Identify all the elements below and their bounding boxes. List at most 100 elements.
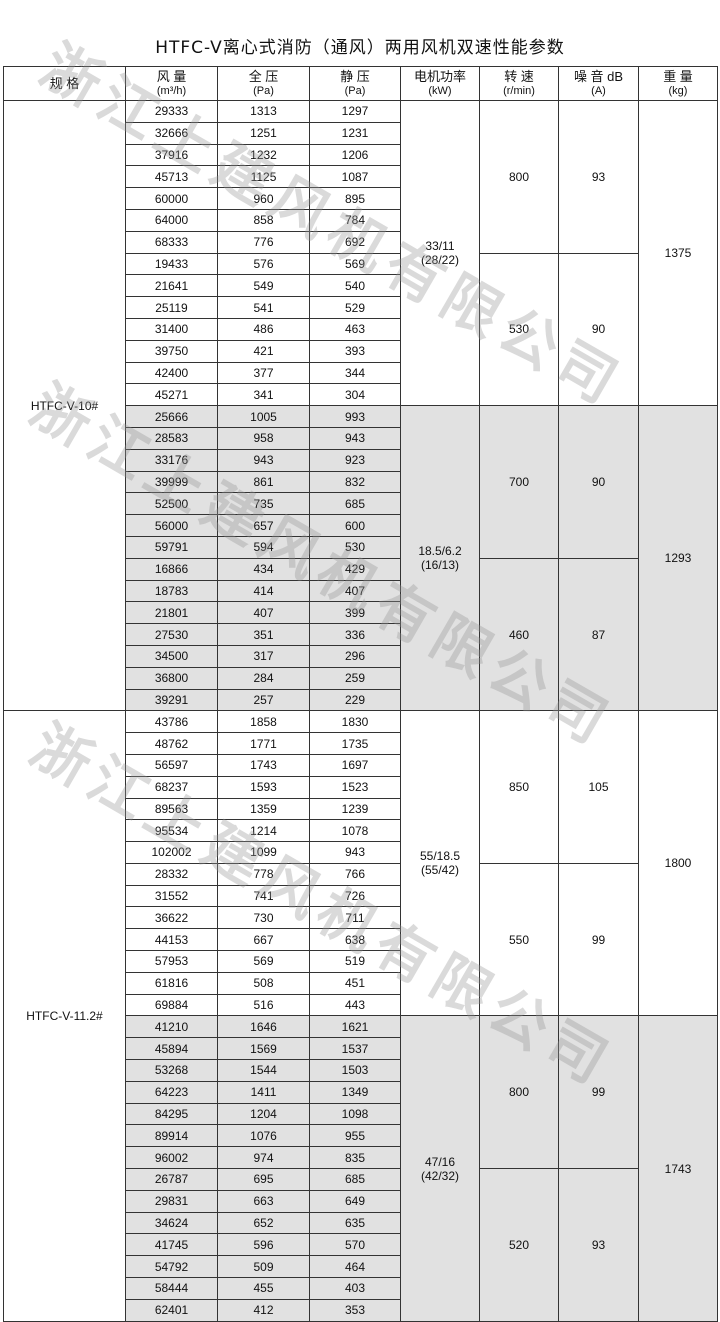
static-pressure-cell: 229 (309, 688, 401, 712)
total-pressure-cell: 1005 (217, 405, 310, 428)
static-pressure-cell: 529 (309, 296, 401, 319)
airflow-cell: 31400 (125, 317, 218, 341)
total-pressure-cell: 1593 (217, 775, 310, 799)
total-pressure-cell: 596 (217, 1233, 310, 1257)
model-name: HTFC-V-10# (3, 99, 126, 712)
static-pressure-cell: 570 (309, 1233, 401, 1257)
table-row: 39291 257 229 (4, 688, 718, 712)
airflow-cell: 25119 (125, 296, 218, 319)
static-pressure-cell: 259 (309, 666, 401, 690)
static-pressure-cell: 336 (309, 623, 401, 646)
static-pressure-cell: 943 (309, 426, 401, 450)
total-pressure-cell: 1858 (217, 710, 310, 734)
noise-cell: 105 (558, 710, 639, 864)
table-row: 21801 407 399 (4, 601, 718, 625)
header-unit: (r/min) (503, 84, 535, 97)
weight-cell: 1375 (638, 99, 718, 407)
model-name: HTFC-V-11.2# (3, 710, 126, 1322)
static-pressure-cell: 1087 (309, 165, 401, 189)
header-unit: (Pa) (253, 84, 274, 97)
airflow-cell: 68237 (125, 775, 218, 799)
table-row: 59791 594 530 (4, 535, 718, 559)
static-pressure-cell: 393 (309, 339, 401, 363)
airflow-cell: 18783 (125, 579, 218, 603)
table-row: HTFC-V-10# 29333 1313 1297 33/11 (28/22) 800 93… (3, 99, 718, 712)
header-unit: (Pa) (344, 84, 366, 97)
total-pressure-cell: 414 (217, 579, 310, 603)
total-pressure-cell: 1569 (217, 1037, 310, 1061)
static-pressure-cell: 1349 (309, 1080, 401, 1104)
static-pressure-cell: 600 (309, 514, 401, 537)
motor-power-sub: (42/32) (420, 1168, 460, 1183)
header-row: 规 格 风 量 (m³/h) 全 压 (Pa) 静 压 (Pa) 电机功率 (kW) 转… (3, 66, 718, 101)
total-pressure-cell: 960 (217, 187, 310, 210)
airflow-cell: 69884 (125, 993, 218, 1017)
airflow-cell: 62401 (125, 1298, 218, 1322)
airflow-cell: 53268 (125, 1059, 218, 1082)
speed-cell: 850 (479, 710, 559, 864)
total-pressure-cell: 377 (217, 361, 310, 385)
total-pressure-cell: 407 (217, 601, 310, 625)
total-pressure-cell: 1251 (217, 121, 310, 145)
total-pressure-cell: 434 (217, 557, 310, 581)
total-pressure-cell: 652 (217, 1211, 310, 1235)
speed-cell: 700 (479, 405, 559, 559)
static-pressure-cell: 923 (309, 448, 401, 472)
total-pressure-cell: 778 (217, 862, 310, 886)
airflow-cell: 57953 (125, 950, 218, 973)
airflow-cell: 25666 (125, 405, 218, 428)
header-label: 重 量 (663, 68, 693, 84)
total-pressure-cell: 1204 (217, 1102, 310, 1126)
table-row: 60000 960 895 (4, 187, 718, 210)
airflow-cell: 32666 (125, 121, 218, 145)
total-pressure-cell: 1411 (217, 1080, 310, 1104)
motor-power-cell: 47/16 (42/32) (400, 1015, 480, 1322)
total-pressure-cell: 1076 (217, 1124, 310, 1148)
total-pressure-cell: 861 (217, 470, 310, 494)
total-pressure-cell: 1125 (217, 165, 310, 189)
airflow-cell: 41745 (125, 1233, 218, 1257)
total-pressure-cell: 412 (217, 1298, 310, 1322)
static-pressure-cell: 784 (309, 208, 401, 232)
weight-cell: 1293 (638, 405, 718, 712)
static-pressure-cell: 685 (309, 492, 401, 516)
static-pressure-cell: 649 (309, 1189, 401, 1213)
static-pressure-cell: 1697 (309, 753, 401, 777)
airflow-cell: 102002 (125, 841, 218, 864)
weight-cell: 1800 (638, 710, 718, 1017)
airflow-cell: 28583 (125, 426, 218, 450)
total-pressure-cell: 486 (217, 317, 310, 341)
total-pressure-cell: 776 (217, 230, 310, 254)
total-pressure-cell: 1232 (217, 143, 310, 167)
airflow-cell: 39999 (125, 470, 218, 494)
airflow-cell: 34624 (125, 1211, 218, 1235)
noise-cell: 99 (558, 1015, 639, 1170)
static-pressure-cell: 463 (309, 317, 401, 341)
header-label: 静 压 (340, 68, 370, 84)
static-pressure-cell: 403 (309, 1277, 401, 1300)
performance-table: 规 格 风 量 (m³/h) 全 压 (Pa) 静 压 (Pa) 电机功率 (kW) 转… (3, 66, 718, 1322)
static-pressure-cell: 635 (309, 1211, 401, 1235)
motor-power-value: 55/18.5 (419, 849, 461, 864)
header-label: 全 压 (248, 68, 279, 84)
total-pressure-cell: 858 (217, 208, 310, 232)
airflow-cell: 27530 (125, 623, 218, 646)
airflow-cell: 64000 (125, 208, 218, 232)
table-row: 42400 377 344 (4, 361, 718, 385)
table-row: 28332 778 766 550 99 (4, 862, 718, 1017)
header-spec: 规 格 (3, 66, 126, 101)
table-row: 95534 1214 1078 (4, 819, 718, 843)
table-row: 68333 776 692 (4, 230, 718, 254)
table-row: 36800 284 259 (4, 666, 718, 690)
table-row: 25119 541 529 (4, 296, 718, 319)
header-label: 规 格 (49, 75, 80, 91)
airflow-cell: 95534 (125, 819, 218, 843)
airflow-cell: 56000 (125, 514, 218, 537)
static-pressure-cell: 407 (309, 579, 401, 603)
total-pressure-cell: 663 (217, 1189, 310, 1213)
table-row: 19433 576 569 530 90 (4, 252, 718, 407)
total-pressure-cell: 569 (217, 950, 310, 973)
table-row: 31552 741 726 (4, 884, 718, 908)
static-pressure-cell: 895 (309, 187, 401, 210)
speed-cell: 800 (479, 100, 559, 254)
